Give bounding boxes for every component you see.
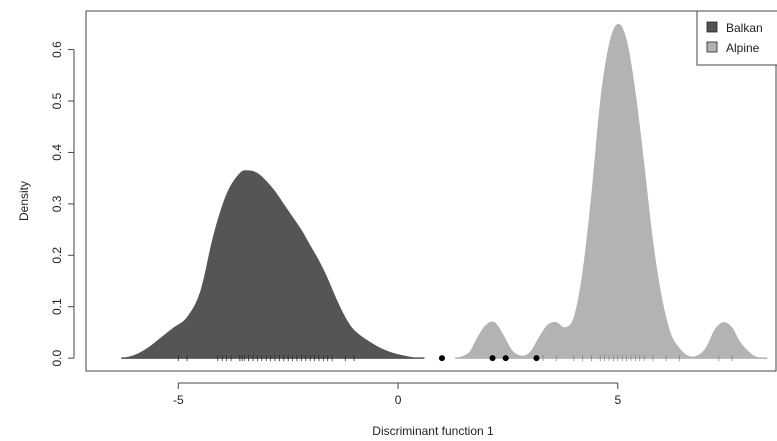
y-tick-label: 0.6 (50, 41, 64, 58)
x-tick-label: 0 (395, 393, 402, 407)
x-axis-title: Discriminant function 1 (372, 424, 494, 438)
y-tick-label: 0.3 (50, 195, 64, 212)
data-point (502, 355, 509, 362)
data-point (438, 355, 445, 362)
legend: Balkan Alpine (696, 10, 777, 66)
y-axis-title: Density (17, 181, 31, 221)
data-point (533, 355, 540, 362)
y-tick-label: 0.2 (50, 247, 64, 264)
density-area-alpine (455, 23, 768, 359)
y-axis: 0.0 0.1 0.2 0.3 0.4 0.5 0.6 (50, 41, 75, 366)
y-tick-label: 0.4 (50, 144, 64, 161)
legend-box (696, 10, 777, 66)
x-tick-label: -5 (173, 393, 184, 407)
y-tick-label: 0.0 (50, 349, 64, 366)
x-axis: -5 0 5 (173, 382, 621, 407)
y-tick-label: 0.5 (50, 92, 64, 109)
x-tick-label: 5 (614, 393, 621, 407)
data-point (489, 355, 496, 362)
legend-label-balkan: Balkan (726, 21, 763, 35)
density-area-balkan (121, 170, 425, 359)
legend-swatch-balkan (706, 21, 718, 33)
extra-points (438, 355, 540, 362)
y-tick-label: 0.1 (50, 298, 64, 315)
legend-label-alpine: Alpine (726, 41, 760, 55)
rug-marks (177, 355, 733, 362)
plot-frame (85, 10, 777, 372)
legend-swatch-alpine (706, 41, 718, 53)
